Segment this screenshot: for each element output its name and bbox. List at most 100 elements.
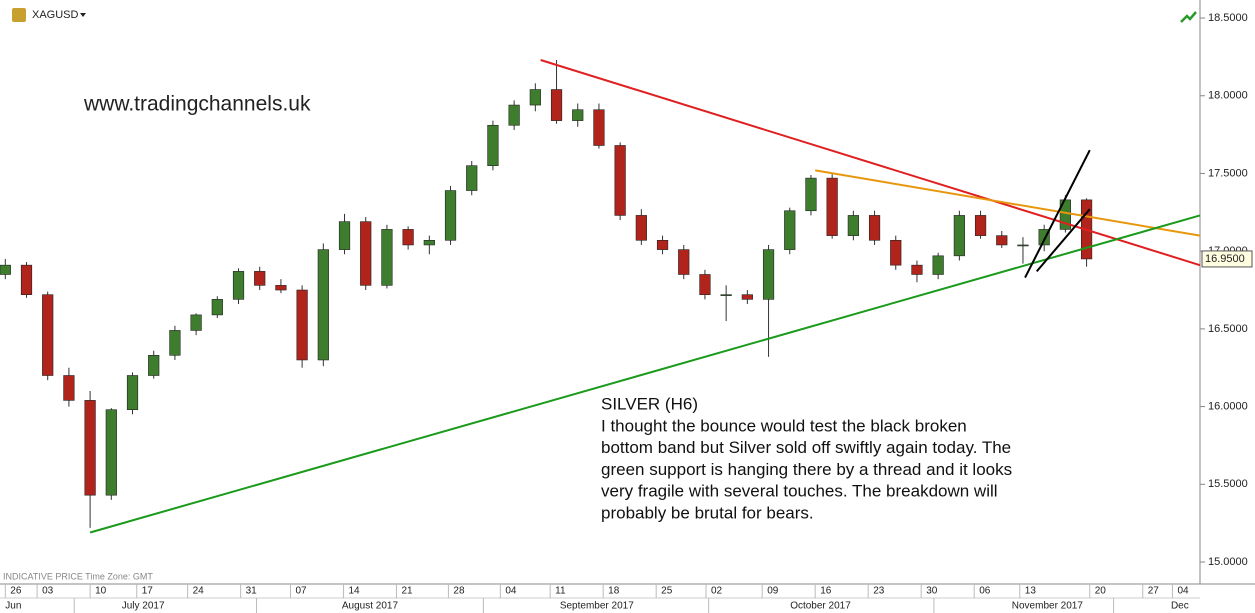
candle-body [402,229,414,246]
x-tick-label: 11 [555,586,566,597]
annotation-line: SILVER (H6) [601,394,698,413]
candle-body [169,330,181,356]
candle-body [890,239,902,266]
candle-body [720,294,732,296]
watermark: www.tradingchannels.uk [83,93,311,116]
x-tick-label: 20 [1095,586,1107,597]
x-tick-label: 09 [767,586,779,597]
candle-body [847,215,859,236]
candle-body [466,165,478,191]
month-label: November 2017 [1012,601,1084,612]
y-tick-label: 16.0000 [1208,400,1248,412]
month-label: Jun [5,601,21,612]
candle-body [1017,244,1029,247]
x-tick-label: 18 [608,586,620,597]
symbol[interactable]: XAGUSD [32,9,79,21]
month-label: Dec [1171,601,1189,612]
candle-body [953,215,965,257]
candle-body [360,221,372,286]
trend-line [815,169,1201,237]
candle-body [232,271,245,300]
month-label: August 2017 [342,601,399,612]
candle-body [487,124,499,166]
x-tick-label: 07 [295,586,307,597]
annotation: SILVER (H6) I thought the bounce would te… [601,394,1012,522]
candle-body [572,109,584,121]
candle-body [593,109,605,146]
candle-body [911,264,923,275]
candle-body [974,215,987,236]
candle-body [635,215,647,241]
candle-body [211,299,223,316]
annotation-line: probably be brutal for bears. [601,503,814,522]
last-price-label: 16.9500 [1205,253,1245,265]
candle-body [423,239,435,246]
month-label: July 2017 [122,601,165,612]
candle-body [254,271,266,286]
x-tick-label: 13 [1025,586,1037,597]
x-tick-label: 04 [1177,586,1189,597]
y-tick-label: 17.5000 [1208,167,1248,179]
candle-body [656,239,669,250]
candle-body [826,177,838,236]
x-tick-label: 10 [95,586,107,597]
candle-body [84,400,96,496]
x-tick-label: 27 [1148,586,1160,597]
x-tick-label: 31 [246,586,258,597]
candle-body [996,235,1008,246]
candle-body [805,177,817,212]
y-tick-label: 15.5000 [1208,478,1248,490]
candle-body [20,264,33,295]
annotation-line: very fragile with several touches. The b… [601,482,998,501]
x-tick-label: 30 [926,586,938,597]
candle-body [508,104,520,126]
candle-body [868,215,881,241]
candle-body [614,145,626,216]
month-label: October 2017 [790,601,851,612]
symbol-icon [12,8,26,22]
candle-body [0,264,11,275]
x-tick-label: 06 [979,586,991,597]
candle-body [741,294,753,300]
trend-line [540,59,1201,267]
x-tick-label: 02 [711,586,723,597]
month-label: September 2017 [560,601,634,612]
trend-line [1035,208,1091,273]
candle-body [126,375,139,411]
x-tick-label: 23 [873,586,885,597]
x-tick-label: 14 [348,586,360,597]
candle-body [550,89,563,121]
dropdown-arrow[interactable] [80,13,86,17]
candle-body [381,229,393,286]
y-tick-label: 18.0000 [1208,90,1248,102]
candle-body [296,289,308,361]
candle-body [678,249,690,275]
y-tick-label: 18.5000 [1208,12,1248,24]
x-tick-label: 25 [661,586,673,597]
candle-body [275,285,287,291]
candle-body [63,375,75,401]
annotation-line: bottom band but Silver sold off swiftly … [601,438,1011,457]
candle-body [1038,229,1050,246]
x-tick-label: 04 [505,586,517,597]
x-tick-label: 21 [401,586,413,597]
candle-body [105,409,117,496]
candle-body [42,294,54,376]
candle-body [317,249,329,361]
status-icon [1180,11,1197,23]
footer-note: INDICATIVE PRICE Time Zone: GMT [3,571,153,581]
candle-body [190,314,202,331]
candle-body [529,89,541,106]
x-tick-label: 03 [42,586,54,597]
x-tick-label: 26 [10,586,22,597]
x-tick-label: 28 [453,586,465,597]
candle-body [932,255,944,275]
candle-body [148,355,160,376]
trend-line [1024,149,1091,279]
y-tick-label: 15.0000 [1208,556,1248,568]
candle-body [699,274,711,295]
last-price-box [1201,250,1253,268]
candle-body [762,249,775,300]
